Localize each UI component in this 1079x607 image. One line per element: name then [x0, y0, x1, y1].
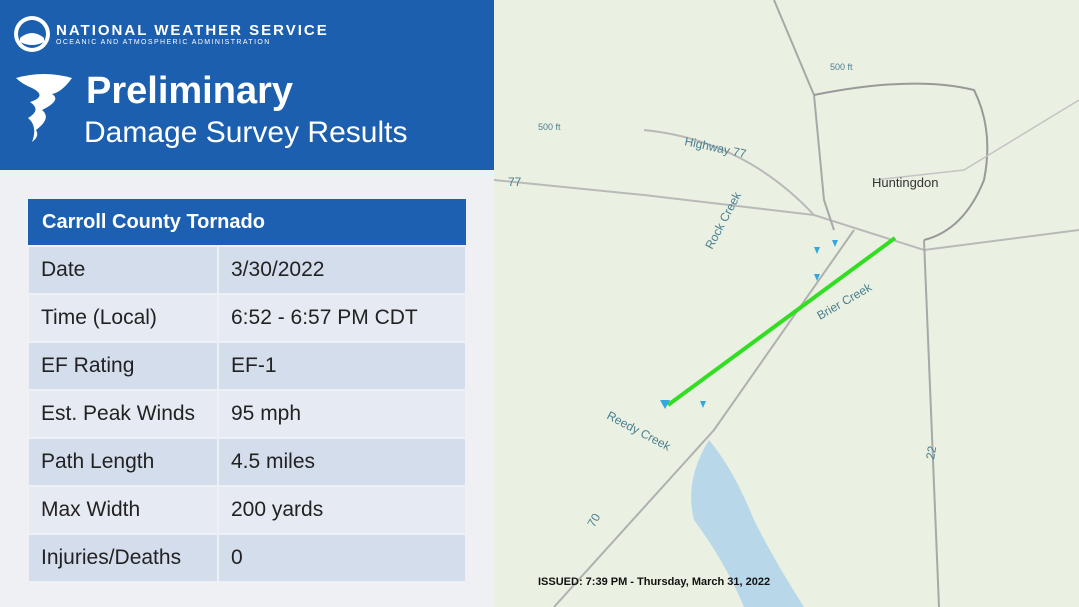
- map: Highway 77 77 500 ft 500 ft Huntingdon R…: [494, 0, 1079, 607]
- table-row: Est. Peak Winds 95 mph: [27, 389, 467, 439]
- row-label: Time (Local): [27, 293, 219, 343]
- row-label: Est. Peak Winds: [27, 389, 219, 439]
- row-value: 0: [217, 533, 467, 583]
- table-row: Max Width 200 yards: [27, 485, 467, 535]
- row-value: 3/30/2022: [217, 245, 467, 295]
- row-value: 200 yards: [217, 485, 467, 535]
- agency: NATIONAL WEATHER SERVICE: [56, 22, 329, 39]
- tornado-icon: [16, 74, 72, 142]
- damage-points: [660, 240, 838, 409]
- subtitle: Damage Survey Results: [84, 116, 408, 149]
- row-value: EF-1: [217, 341, 467, 391]
- noaa-logo: [14, 16, 50, 52]
- table-row: Injuries/Deaths 0: [27, 533, 467, 583]
- row-label: Injuries/Deaths: [27, 533, 219, 583]
- map-label: 77: [508, 175, 522, 189]
- title: Preliminary: [86, 70, 293, 112]
- row-value: 4.5 miles: [217, 437, 467, 487]
- issued-note: ISSUED: 7:39 PM - Thursday, March 31, 20…: [538, 576, 771, 588]
- row-value: 6:52 - 6:57 PM CDT: [217, 293, 467, 343]
- table-title: Carroll County Tornado: [28, 199, 466, 246]
- map-label: 500 ft: [830, 62, 853, 72]
- row-label: Max Width: [27, 485, 219, 535]
- map-label: 70: [584, 511, 603, 530]
- table-row: Time (Local) 6:52 - 6:57 PM CDT: [27, 293, 467, 343]
- info-panel: NATIONAL WEATHER SERVICE OCEANIC AND ATM…: [0, 0, 494, 607]
- header: NATIONAL WEATHER SERVICE OCEANIC AND ATM…: [0, 0, 494, 170]
- tornado-path: [666, 236, 897, 407]
- subagency: OCEANIC AND ATMOSPHERIC ADMINISTRATION: [56, 39, 271, 46]
- table-row: Path Length 4.5 miles: [27, 437, 467, 487]
- row-label: Date: [27, 245, 219, 295]
- map-label: Huntingdon: [872, 175, 939, 190]
- survey-table: Carroll County Tornado Date 3/30/2022 Time…: [27, 199, 467, 583]
- table-row: Date 3/30/2022: [27, 245, 467, 295]
- table-row: EF Rating EF-1: [27, 341, 467, 391]
- map-label: 22: [923, 445, 939, 461]
- row-label: Path Length: [27, 437, 219, 487]
- row-value: 95 mph: [217, 389, 467, 439]
- map-label: 500 ft: [538, 122, 561, 132]
- row-label: EF Rating: [27, 341, 219, 391]
